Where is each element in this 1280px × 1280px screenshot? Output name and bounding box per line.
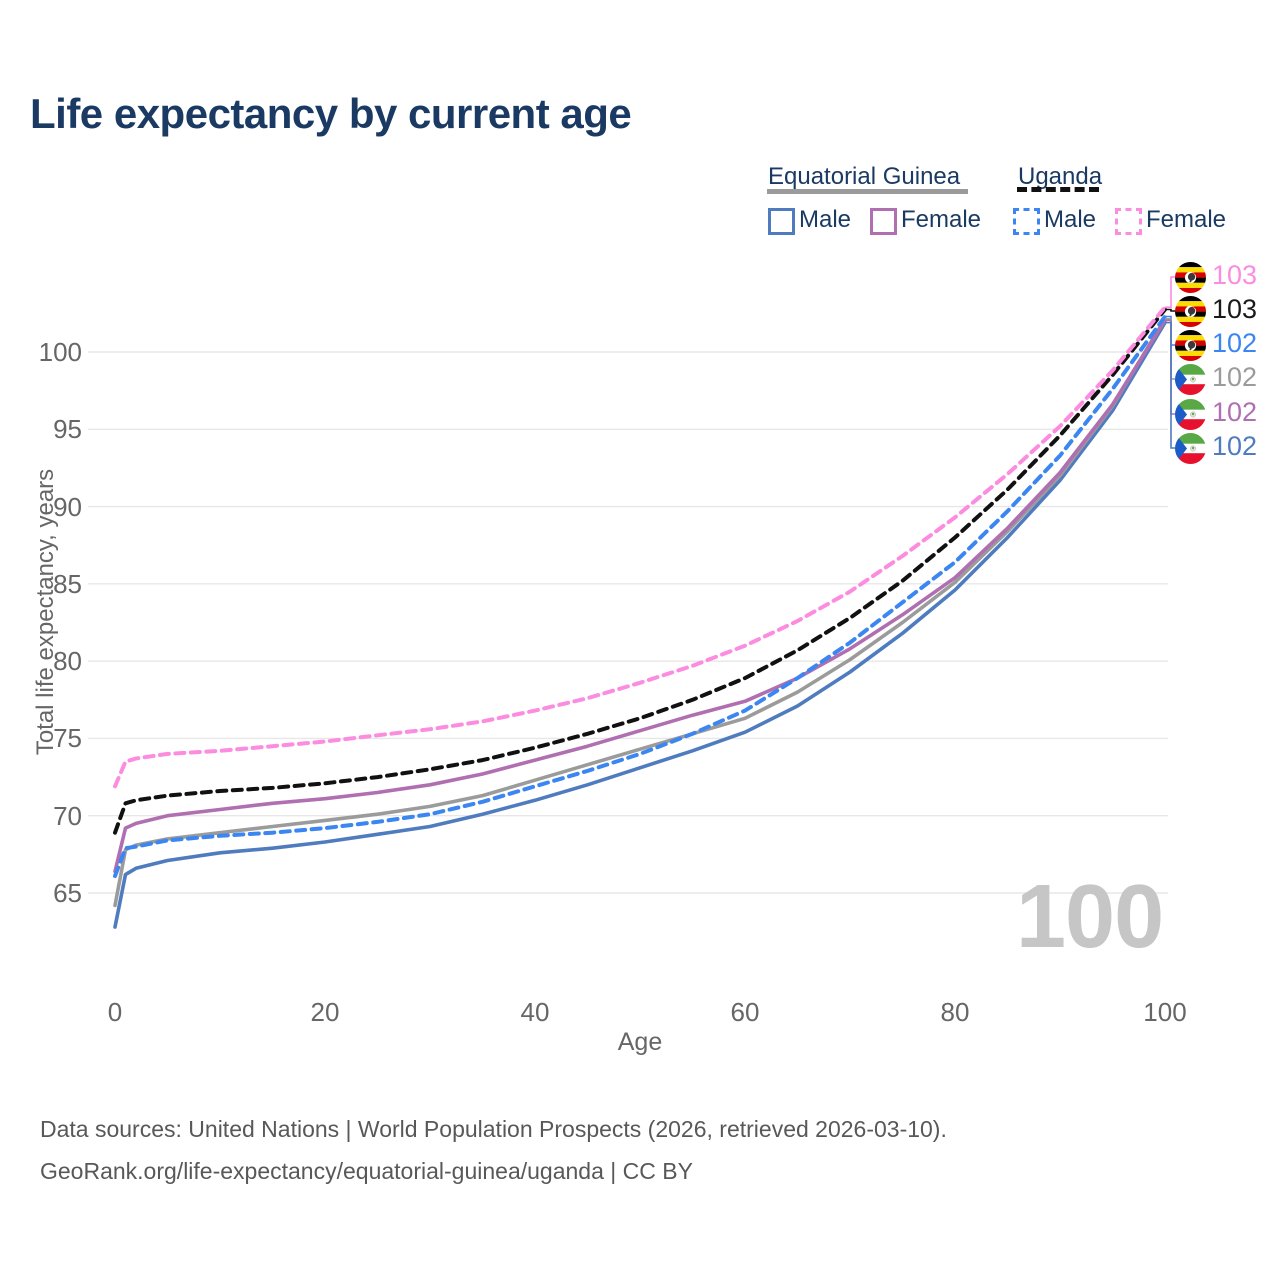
x-axis-tick-40: 40: [520, 997, 550, 1027]
legend-group-uganda[interactable]: Uganda: [1018, 163, 1103, 190]
legend-label-ug-male[interactable]: Male: [1044, 206, 1097, 233]
series-line-equatorial-guinea-male: [113, 320, 1167, 929]
x-axis-title: Age: [617, 1028, 663, 1056]
legend-label-eg-female[interactable]: Female: [901, 206, 982, 233]
equatorial-guinea-flag-icon: [1175, 432, 1206, 464]
legend-dashed-line-sample: [1017, 187, 1099, 192]
legend-swatch-eg-male[interactable]: [768, 208, 795, 235]
equatorial-guinea-flag-icon: [1175, 363, 1206, 395]
footer-attribution-link: GeoRank.org/life-expectancy/equatorial-g…: [40, 1158, 693, 1184]
legend-group-equatorial-guinea[interactable]: Equatorial Guinea: [768, 163, 961, 190]
legend-swatch-ug-male[interactable]: [1013, 208, 1040, 235]
uganda-flag-icon: [1175, 295, 1206, 327]
y-axis-tick-80: 80: [53, 646, 82, 677]
end-label-connector-uganda-female: [1165, 276, 1176, 308]
series-line-uganda-both: [113, 307, 1167, 835]
age-watermark: 100: [1016, 867, 1164, 967]
y-axis-tick-65: 65: [53, 878, 82, 908]
y-axis-tick-70: 70: [53, 800, 82, 831]
uganda-flag-icon: [1175, 329, 1206, 361]
uganda-flag-icon: [1175, 261, 1206, 293]
series-line-equatorial-guinea-female: [113, 318, 1167, 874]
legend-swatch-eg-female[interactable]: [870, 208, 897, 235]
equatorial-guinea-flag-icon: [1175, 398, 1206, 430]
chart-title: Life expectancy by current age: [30, 90, 632, 137]
x-axis-tick-100: 100: [1143, 997, 1187, 1027]
series-line-uganda-male: [113, 314, 1167, 878]
legend-label-ug-female[interactable]: Female: [1146, 206, 1227, 233]
x-axis-tick-20: 20: [310, 997, 340, 1027]
y-axis-tick-85: 85: [53, 568, 82, 599]
series-line-equatorial-guinea-both: [113, 316, 1167, 908]
end-label-connector-equatorial-guinea-male: [1165, 321, 1176, 449]
x-axis-tick-80: 80: [940, 997, 970, 1027]
end-value-uganda-male: 102: [1212, 328, 1258, 358]
footer: Data sources: United Nations | World Pop…: [40, 1108, 947, 1192]
end-value-equatorial-guinea-female: 102: [1212, 397, 1258, 427]
legend-swatch-ug-female[interactable]: [1115, 208, 1142, 235]
y-axis-tick-90: 90: [53, 491, 82, 522]
y-axis-tick-95: 95: [53, 414, 82, 445]
series-line-uganda-female: [113, 305, 1167, 789]
x-axis-tick-60: 60: [730, 997, 760, 1027]
y-axis-tick-75: 75: [53, 723, 82, 754]
x-axis-tick-0: 0: [107, 997, 123, 1027]
footer-data-sources: Data sources: United Nations | World Pop…: [40, 1116, 947, 1142]
end-value-equatorial-guinea-both-sexes: 102: [1212, 362, 1258, 392]
end-label-connector-uganda-both: [1165, 308, 1176, 312]
legend-solid-line-sample: [767, 189, 968, 194]
y-axis-tick-100: 100: [38, 337, 82, 367]
end-value-uganda-female: 103: [1212, 260, 1258, 290]
legend-label-eg-male[interactable]: Male: [799, 206, 852, 233]
end-value-equatorial-guinea-male: 102: [1212, 431, 1258, 461]
end-value-uganda-both-sexes: 103: [1212, 294, 1258, 324]
